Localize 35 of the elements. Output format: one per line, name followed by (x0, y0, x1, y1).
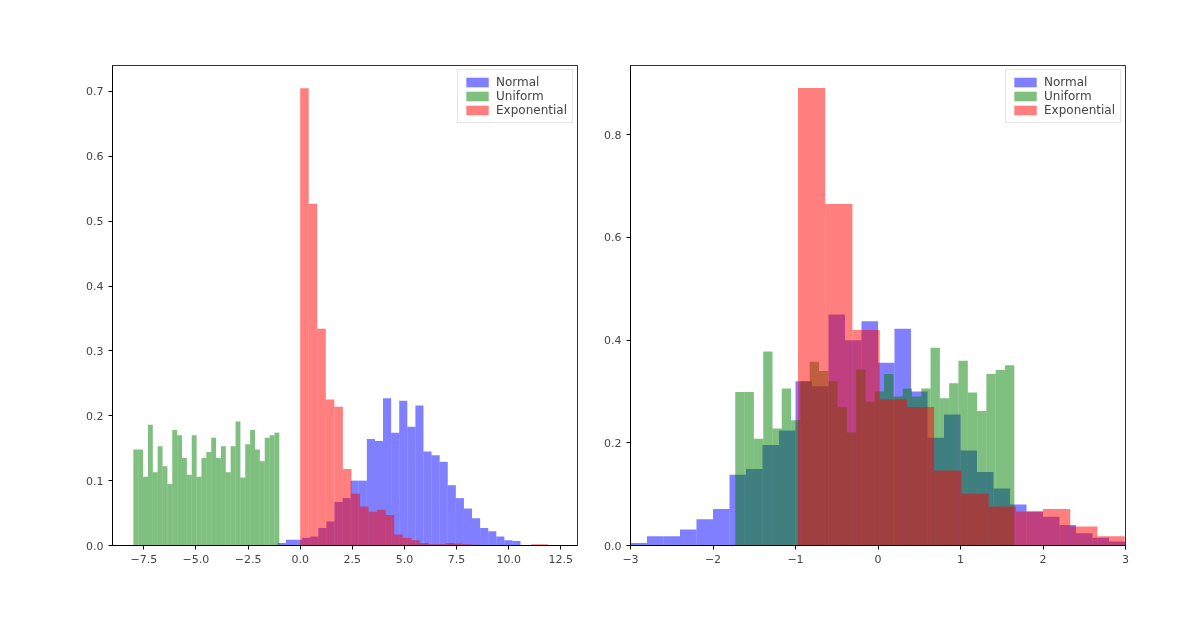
y-tick-label: 0.1 (86, 474, 104, 488)
legend-label: Normal (496, 75, 540, 89)
x-tick-label: 10.0 (496, 552, 521, 566)
legend-label: Uniform (496, 89, 544, 103)
x-tick-label: 7.5 (447, 552, 466, 566)
x-tick-label: 2 (1039, 552, 1047, 566)
legend-label: Normal (1044, 75, 1088, 89)
legend-label: Exponential (496, 103, 567, 117)
y-tick-label: 0.0 (86, 539, 104, 553)
legend-label: Uniform (1044, 89, 1092, 103)
x-tick-label: −7.5 (130, 552, 158, 566)
x-tick-label: −2.5 (234, 552, 262, 566)
x-tick-label: −2 (704, 552, 722, 566)
y-tick-label: 0.4 (86, 280, 104, 294)
x-tick-label: 1 (957, 552, 964, 566)
x-tick-label: 0.0 (291, 552, 309, 566)
x-tick-label: −5.0 (182, 552, 210, 566)
y-tick-label: 0.5 (86, 215, 104, 229)
y-tick-label: 0.4 (604, 334, 622, 348)
y-tick-label: 0.6 (86, 150, 104, 164)
x-tick-label: 0 (874, 552, 882, 566)
x-tick-label: 2.5 (343, 552, 362, 566)
y-tick-label: 0.6 (604, 231, 622, 245)
x-tick-label: −3 (622, 552, 639, 566)
y-tick-label: 0.2 (604, 436, 622, 450)
y-tick-label: 0.8 (604, 128, 622, 142)
legend-label: Exponential (1044, 103, 1115, 117)
y-tick-label: 0.0 (604, 539, 622, 553)
y-tick-label: 0.3 (86, 344, 104, 358)
x-tick-label: 3 (1122, 552, 1129, 566)
y-tick-label: 0.2 (86, 409, 104, 423)
x-tick-label: −1 (787, 552, 804, 566)
y-tick-label: 0.7 (86, 85, 104, 99)
x-tick-label: 12.5 (548, 552, 574, 566)
x-tick-label: 5.0 (395, 552, 414, 566)
